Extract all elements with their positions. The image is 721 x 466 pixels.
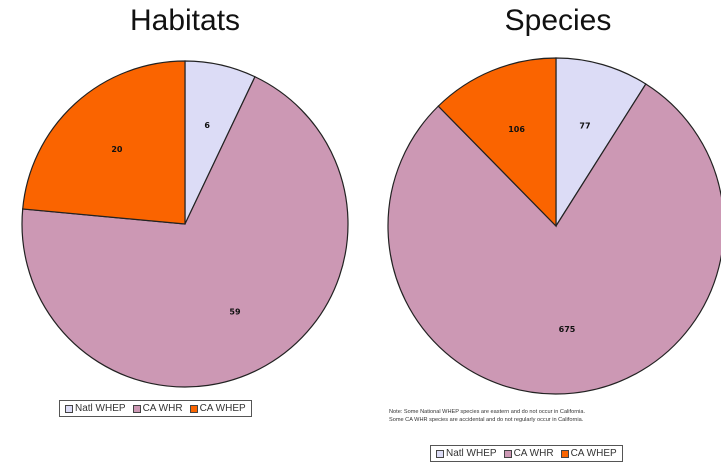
legend-item-ca-whep: CA WHEP <box>560 448 617 459</box>
legend-item-natl-whep: Natl WHEP <box>436 448 497 459</box>
habitats-legend: Natl WHEP CA WHR CA WHEP <box>59 400 252 417</box>
habitats-slice-ca-whr <box>21 75 349 388</box>
habitats-data-label-ca-whr: 59 <box>229 307 241 316</box>
legend-label-ca-whr: CA WHR <box>142 403 183 414</box>
legend-label-ca-whep: CA WHEP <box>570 448 617 459</box>
species-data-label-ca-whr: 675 <box>559 325 576 334</box>
species-note-line-2: Some CA WHR species are accidental and d… <box>389 417 584 423</box>
habitats-chart-title: Habitats <box>129 4 241 37</box>
species-data-label-natl-whep: 77 <box>579 122 590 131</box>
species-slice-ca-whr <box>387 83 721 395</box>
legend-swatch-ca-whr <box>503 449 512 458</box>
legend-label-ca-whep: CA WHEP <box>199 403 246 414</box>
legend-item-ca-whr: CA WHR <box>132 403 183 414</box>
legend-swatch-natl-whep <box>65 404 73 413</box>
species-slice-ca-whep <box>437 57 557 228</box>
legend-swatch-natl-whep <box>436 449 444 458</box>
species-note: Note: Some National WHEP species are eas… <box>389 408 709 424</box>
species-chart-title: Species <box>504 4 612 37</box>
legend-label-natl-whep: Natl WHEP <box>446 448 497 459</box>
species-data-label-ca-whep: 106 <box>508 125 525 134</box>
legend-swatch-ca-whep <box>189 404 198 413</box>
species-slice-natl-whep <box>555 57 647 229</box>
legend-item-ca-whr: CA WHR <box>503 448 554 459</box>
habitats-slice-ca-whep <box>22 60 186 225</box>
legend-label-natl-whep: Natl WHEP <box>75 403 126 414</box>
legend-swatch-ca-whr <box>132 404 141 413</box>
legend-item-natl-whep: Natl WHEP <box>65 403 126 414</box>
legend-item-ca-whep: CA WHEP <box>189 403 246 414</box>
habitats-data-label-ca-whep: 20 <box>111 145 123 154</box>
legend-swatch-ca-whep <box>560 449 569 458</box>
habitats-data-label-natl-whep: 6 <box>204 121 210 130</box>
species-legend: Natl WHEP CA WHR CA WHEP <box>430 445 623 462</box>
legend-label-ca-whr: CA WHR <box>513 448 554 459</box>
species-note-line-1: Note: Some National WHEP species are eas… <box>389 409 586 415</box>
